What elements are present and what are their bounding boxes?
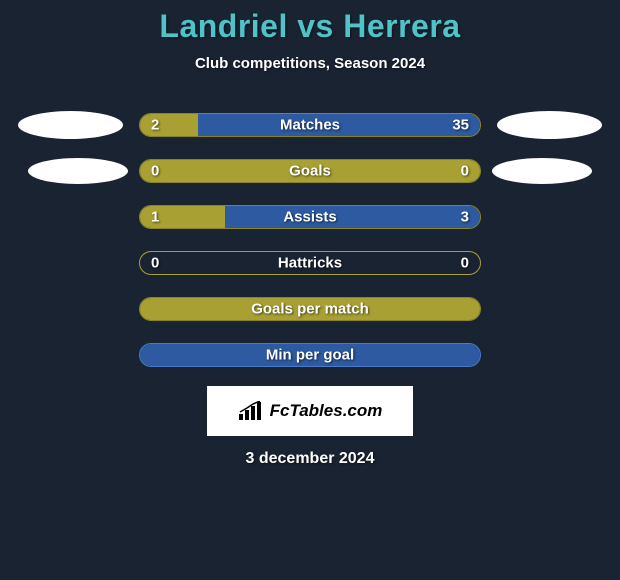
chart-icon	[238, 401, 264, 421]
stat-value-left: 1	[151, 209, 159, 226]
stat-value-left: 0	[151, 255, 159, 272]
player-badge-right	[492, 158, 592, 184]
player-badge-left	[18, 111, 123, 139]
stat-bar: Hattricks 0 0	[139, 251, 481, 275]
player-badge-right	[497, 111, 602, 139]
stat-row: Min per goal	[10, 332, 610, 378]
bar-fill-right	[225, 206, 480, 228]
stat-value-left: 0	[151, 163, 159, 180]
stat-row: Assists 1 3	[10, 194, 610, 240]
stat-row: Goals 0 0	[10, 148, 610, 194]
stat-bar: Matches 2 35	[139, 113, 481, 137]
date-label: 3 december 2024	[0, 450, 620, 468]
stat-value-right: 3	[461, 209, 469, 226]
stat-value-left: 2	[151, 117, 159, 134]
subtitle: Club competitions, Season 2024	[0, 55, 620, 72]
player-badge-left	[28, 158, 128, 184]
stat-row: Hattricks 0 0	[10, 240, 610, 286]
watermark-text: FcTables.com	[270, 401, 383, 421]
stat-label: Goals	[289, 163, 331, 180]
stat-bar: Goals 0 0	[139, 159, 481, 183]
stat-bar: Goals per match	[139, 297, 481, 321]
stat-value-right: 0	[461, 255, 469, 272]
stat-bar: Min per goal	[139, 343, 481, 367]
bar-fill-left	[140, 114, 198, 136]
stat-bar: Assists 1 3	[139, 205, 481, 229]
stat-value-right: 0	[461, 163, 469, 180]
stat-row: Matches 2 35	[10, 102, 610, 148]
stat-label: Goals per match	[251, 301, 369, 318]
stat-label: Assists	[283, 209, 336, 226]
stat-label: Hattricks	[278, 255, 342, 272]
stat-value-right: 35	[452, 117, 469, 134]
stat-label: Matches	[280, 117, 340, 134]
stats-area: Matches235Goals00Assists13Hattricks00Goa…	[0, 102, 620, 378]
stat-label: Min per goal	[266, 347, 354, 364]
watermark-badge: FcTables.com	[207, 386, 413, 436]
stat-row: Goals per match	[10, 286, 610, 332]
page-title: Landriel vs Herrera	[0, 8, 620, 45]
